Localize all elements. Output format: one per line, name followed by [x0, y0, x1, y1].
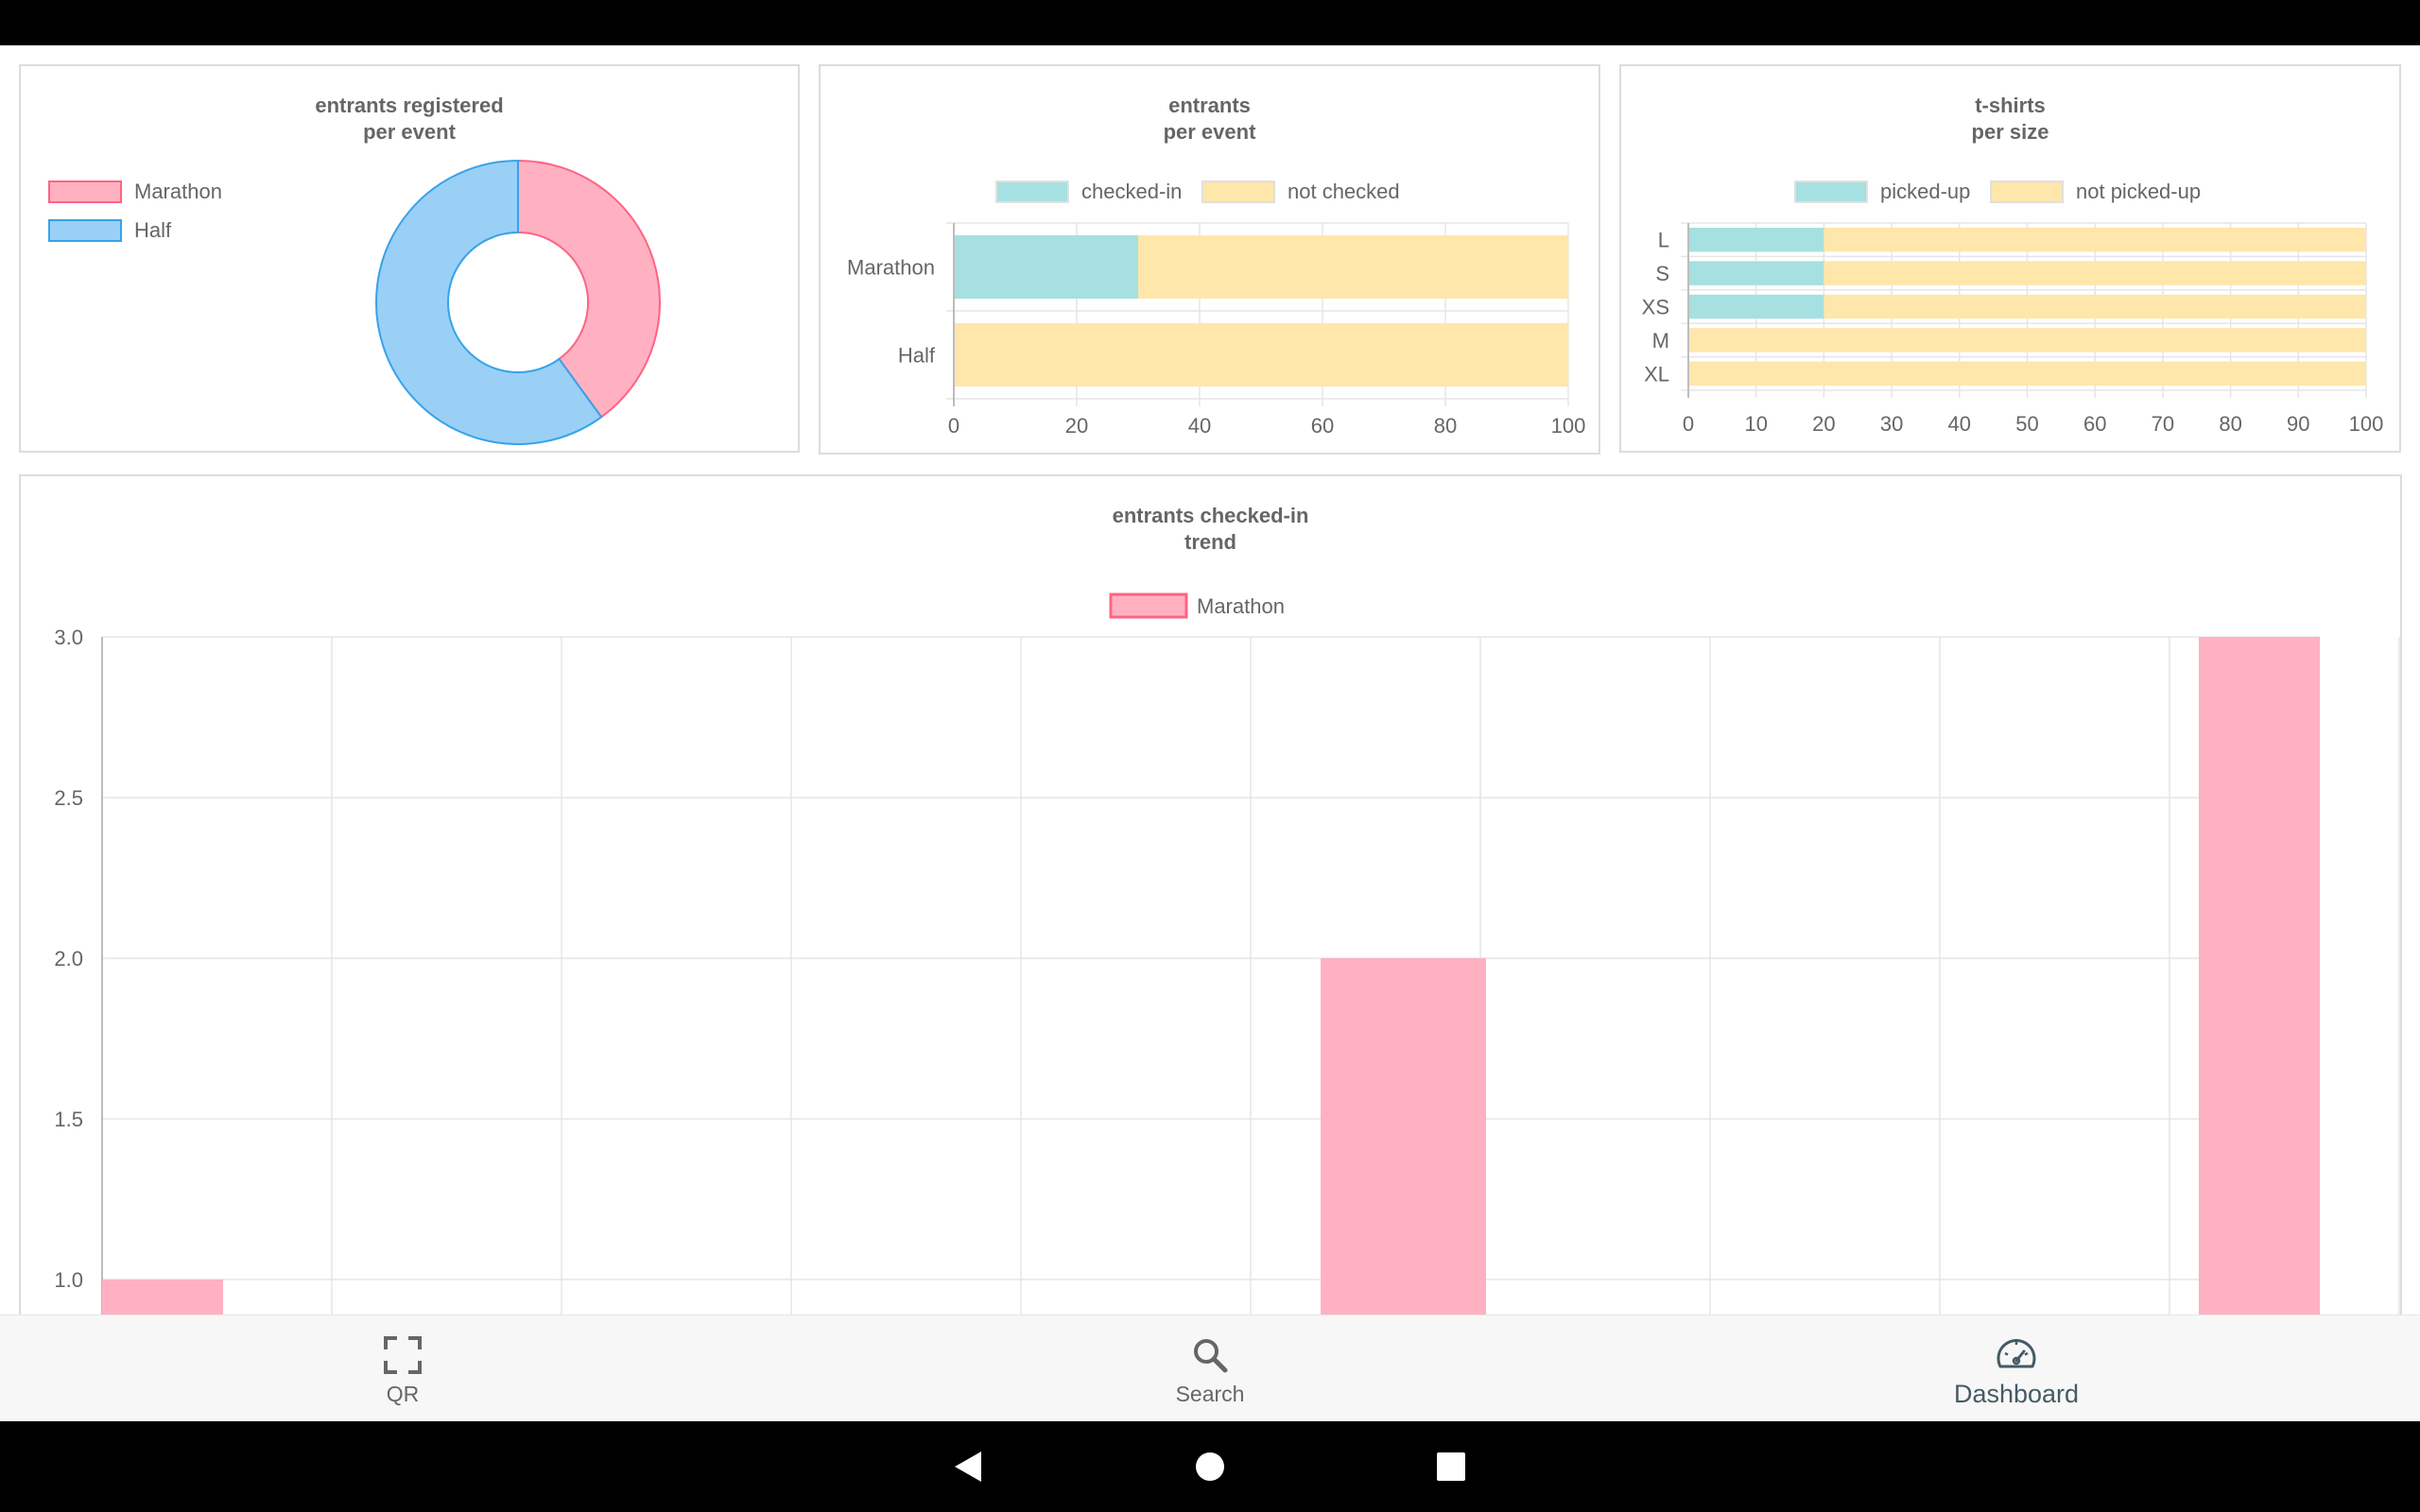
- legend-swatch-half: [48, 219, 122, 242]
- nav-dashboard-label: Dashboard: [1953, 1380, 2080, 1408]
- y-tick-label: 1.5: [54, 1108, 83, 1131]
- y-tick-label: XL: [1644, 362, 1669, 386]
- x-tick-label: 80: [1434, 414, 1457, 438]
- legend-label-not-checked: not checked: [1288, 180, 1400, 203]
- nav-qr-label: QR: [386, 1382, 420, 1406]
- bar-s-not-picked-up: [1824, 261, 2366, 285]
- x-tick-label: 20: [1812, 412, 1835, 436]
- status-bar: [0, 0, 2420, 45]
- entrants-chart-title: entrants per event: [1163, 94, 1256, 144]
- x-tick-label: 100: [2349, 412, 2384, 436]
- x-tick-label: 100: [1551, 414, 1586, 438]
- x-tick-label: 80: [2219, 412, 2241, 436]
- bar-xl-not-picked-up: [1688, 361, 2366, 387]
- tshirts-chart-title: t-shirts per size: [1971, 94, 2049, 144]
- bar-marathon-not-checked: [1138, 235, 1568, 299]
- x-tick-label: 0: [948, 414, 959, 438]
- trend-bar-chart: Marathon 1.0 1.5 2.0 2.5 3.0: [54, 593, 2400, 1323]
- y-tick-label: Marathon: [847, 256, 935, 280]
- legend-label-picked-up: picked-up: [1880, 180, 1970, 203]
- x-tick-label: 50: [2015, 412, 2038, 436]
- tshirts-chart-card: t-shirts per size picked-up not picked-up…: [1619, 64, 2401, 453]
- doughnut-slice-half: [375, 159, 603, 445]
- home-icon[interactable]: [1172, 1421, 1248, 1512]
- y-tick-label: 3.0: [54, 626, 83, 649]
- x-tick-label: 10: [1744, 412, 1767, 436]
- trend-bar-6: [1321, 958, 1486, 1323]
- bar-xs-picked-up: [1688, 294, 1824, 319]
- back-icon[interactable]: [928, 1421, 1004, 1512]
- legend-label-marathon: Marathon: [1197, 594, 1285, 618]
- recents-icon[interactable]: [1413, 1421, 1489, 1512]
- legend-swatch-not-picked-up: [1990, 180, 2064, 203]
- legend-swatch-not-checked: [1201, 180, 1275, 203]
- y-tick-label: S: [1655, 262, 1669, 285]
- legend-label-not-picked-up: not picked-up: [2076, 180, 2201, 203]
- x-tick-label: 90: [2287, 412, 2309, 436]
- x-tick-label: 40: [1188, 414, 1211, 438]
- x-tick-label: 0: [1683, 412, 1694, 436]
- y-tick-label: 2.5: [54, 786, 83, 810]
- x-tick-label: 60: [1311, 414, 1334, 438]
- legend-swatch-marathon: [48, 180, 122, 203]
- y-tick-label: L: [1658, 229, 1669, 252]
- bar-s-picked-up: [1688, 261, 1824, 285]
- y-tick-label: 1.0: [54, 1268, 83, 1292]
- doughnut-slice-marathon: [517, 159, 661, 419]
- y-tick-label: 2.0: [54, 947, 83, 971]
- x-tick-label: 60: [2083, 412, 2106, 436]
- registered-chart-card: entrants registered per event Marathon Ha…: [19, 64, 800, 453]
- nav-dashboard-button[interactable]: Dashboard: [1875, 1315, 2158, 1422]
- registered-doughnut-chart: Marathon Half: [48, 159, 661, 445]
- dashboard-gauge-icon: [1996, 1339, 2036, 1368]
- x-tick-label: 30: [1880, 412, 1903, 436]
- bar-xs-not-picked-up: [1824, 294, 2366, 319]
- y-tick-label: M: [1652, 329, 1669, 352]
- legend-swatch-marathon: [1109, 593, 1188, 619]
- trend-chart-card: entrants checked-in trend Marathon 1.0 1.5…: [19, 474, 2402, 1325]
- y-tick-label: Half: [898, 344, 936, 368]
- y-tick-label: XS: [1642, 296, 1669, 319]
- trend-chart-title: entrants checked-in trend: [1112, 504, 1309, 554]
- system-navigation-bar: [0, 1421, 2420, 1512]
- x-tick-label: 20: [1065, 414, 1088, 438]
- legend-label-half: Half: [134, 218, 172, 242]
- tshirts-bar-chart: picked-up not picked-up 0 10 20 30 40 50 60 70 80 9…: [1642, 180, 2384, 436]
- qr-scan-icon: [384, 1336, 422, 1374]
- bar-m-not-picked-up: [1688, 328, 2366, 352]
- legend-swatch-picked-up: [1794, 180, 1868, 203]
- registered-chart-title: entrants registered per event: [315, 94, 504, 144]
- x-tick-label: 40: [1948, 412, 1971, 436]
- legend-label-marathon: Marathon: [134, 180, 222, 203]
- nav-search-button[interactable]: Search: [1068, 1315, 1352, 1422]
- bar-marathon-checked-in: [954, 235, 1138, 299]
- entrants-chart-card: entrants per event checked-in not checked…: [819, 64, 1600, 455]
- entrants-bar-chart: checked-in not checked 0 20 40 60 80 100 Maratho…: [847, 180, 1586, 438]
- legend-label-checked-in: checked-in: [1081, 180, 1182, 203]
- x-tick-label: 70: [2152, 412, 2174, 436]
- trend-bar-10: [2199, 637, 2320, 1323]
- legend-swatch-checked-in: [995, 180, 1069, 203]
- nav-qr-button[interactable]: QR: [261, 1315, 544, 1422]
- nav-search-label: Search: [1175, 1382, 1245, 1406]
- bar-half-not-checked: [954, 323, 1568, 387]
- bar-l-picked-up: [1688, 227, 1824, 252]
- bottom-navigation: QR Search Dashboard: [0, 1314, 2420, 1422]
- search-icon: [1194, 1339, 1228, 1373]
- bar-l-not-picked-up: [1824, 227, 2366, 252]
